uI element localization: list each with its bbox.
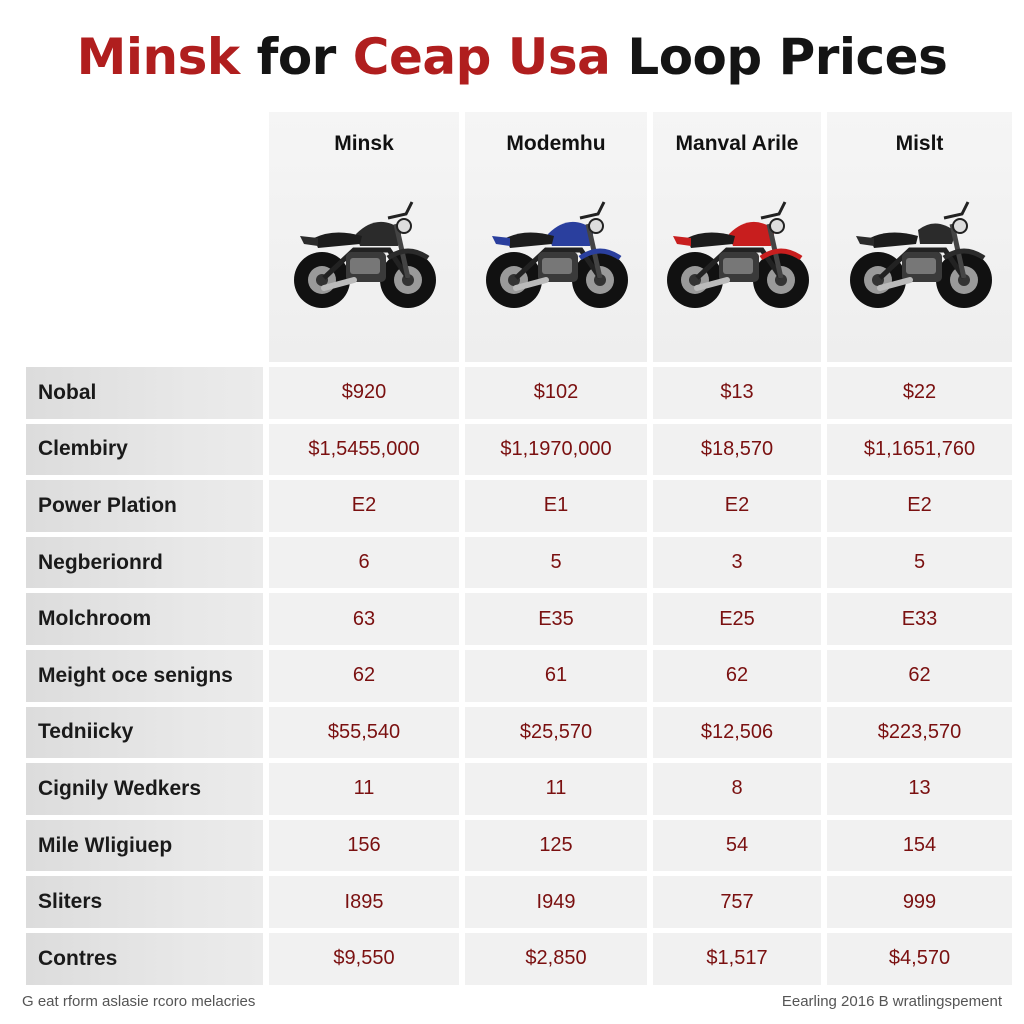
title-part-1: Minsk	[76, 28, 241, 86]
column-header: Mislt	[827, 112, 1012, 362]
blue-motorcycle-icon	[486, 201, 628, 308]
column-header-name: Modemhu	[506, 132, 606, 155]
table-cell: 61	[465, 649, 647, 702]
row-label: Nobal	[26, 367, 263, 419]
table-cell: 3	[653, 536, 821, 589]
row-label: Molchroom	[26, 593, 263, 645]
table-cell: E1	[465, 480, 647, 532]
title-part-4: Loop Prices	[627, 28, 948, 86]
table-cell: $9,550	[269, 932, 459, 985]
table-cell: $1,517	[653, 932, 821, 985]
row-label: Negberionrd	[26, 536, 263, 589]
table-cell: 62	[653, 649, 821, 702]
column-header-name: Mislt	[895, 132, 944, 155]
title-part-2: for	[256, 28, 337, 86]
table-cell: 5	[827, 536, 1012, 589]
black-motorcycle-icon	[294, 201, 436, 308]
table-cell: 54	[653, 819, 821, 872]
table-cell: $22	[827, 367, 1012, 419]
table-cell: $1,5455,000	[269, 423, 459, 476]
table-cell: $55,540	[269, 706, 459, 759]
table-cell: I949	[465, 876, 647, 928]
column-header-name: Minsk	[334, 132, 394, 155]
table-cell: 156	[269, 819, 459, 872]
table-cell: $2,850	[465, 932, 647, 985]
footer-left-text: G eat rform aslasie rcoro melacries	[22, 993, 256, 1010]
table-cell: 63	[269, 593, 459, 645]
table-cell: 757	[653, 876, 821, 928]
table-cell: 62	[827, 649, 1012, 702]
table-cell: 6	[269, 536, 459, 589]
column-header: Manval Arile	[653, 112, 821, 362]
table-cell: $13	[653, 367, 821, 419]
column-header: Minsk	[269, 112, 459, 362]
table-cell: 5	[465, 536, 647, 589]
title-part-3: Ceap Usa	[352, 28, 611, 86]
table-cell: E2	[269, 480, 459, 532]
table-corner	[26, 112, 263, 362]
table-cell: $223,570	[827, 706, 1012, 759]
row-label: Sliters	[26, 876, 263, 928]
table-cell: E2	[827, 480, 1012, 532]
table-cell: $1,1651,760	[827, 423, 1012, 476]
table-cell: E2	[653, 480, 821, 532]
row-label: Tedniicky	[26, 706, 263, 759]
table-cell: $25,570	[465, 706, 647, 759]
table-cell: $18,570	[653, 423, 821, 476]
black-cruiser-motorcycle-icon	[849, 201, 992, 308]
row-label: Meight oce senigns	[26, 649, 263, 702]
table-cell: I895	[269, 876, 459, 928]
table-cell: 125	[465, 819, 647, 872]
table-cell: $920	[269, 367, 459, 419]
row-label: Cignily Wedkers	[26, 763, 263, 815]
table-cell: 62	[269, 649, 459, 702]
table-cell: 8	[653, 763, 821, 815]
row-label: Contres	[26, 932, 263, 985]
table-cell: 154	[827, 819, 1012, 872]
table-cell: E25	[653, 593, 821, 645]
row-label: Clembiry	[26, 423, 263, 476]
comparison-table: Minsk Modemhu Manval Arile Mislt Nobal $920 $1…	[26, 112, 1012, 985]
table-cell: $12,506	[653, 706, 821, 759]
table-cell: 11	[269, 763, 459, 815]
table-cell: 999	[827, 876, 1012, 928]
red-motorcycle-icon	[667, 201, 809, 308]
table-cell: $4,570	[827, 932, 1012, 985]
row-label: Mile Wligiuep	[26, 819, 263, 872]
footer-right-text: Eearling 2016 B wratlingspement	[781, 993, 1002, 1010]
page-title: Minsk for Ceap Usa Loop Prices	[0, 28, 1024, 86]
table-cell: 13	[827, 763, 1012, 815]
table-cell: 11	[465, 763, 647, 815]
row-label: Power Plation	[26, 480, 263, 532]
column-header: Modemhu	[465, 112, 647, 362]
table-cell: E33	[827, 593, 1012, 645]
table-cell: $102	[465, 367, 647, 419]
table-cell: $1,1970,000	[465, 423, 647, 476]
column-header-name: Manval Arile	[675, 132, 799, 155]
table-cell: E35	[465, 593, 647, 645]
